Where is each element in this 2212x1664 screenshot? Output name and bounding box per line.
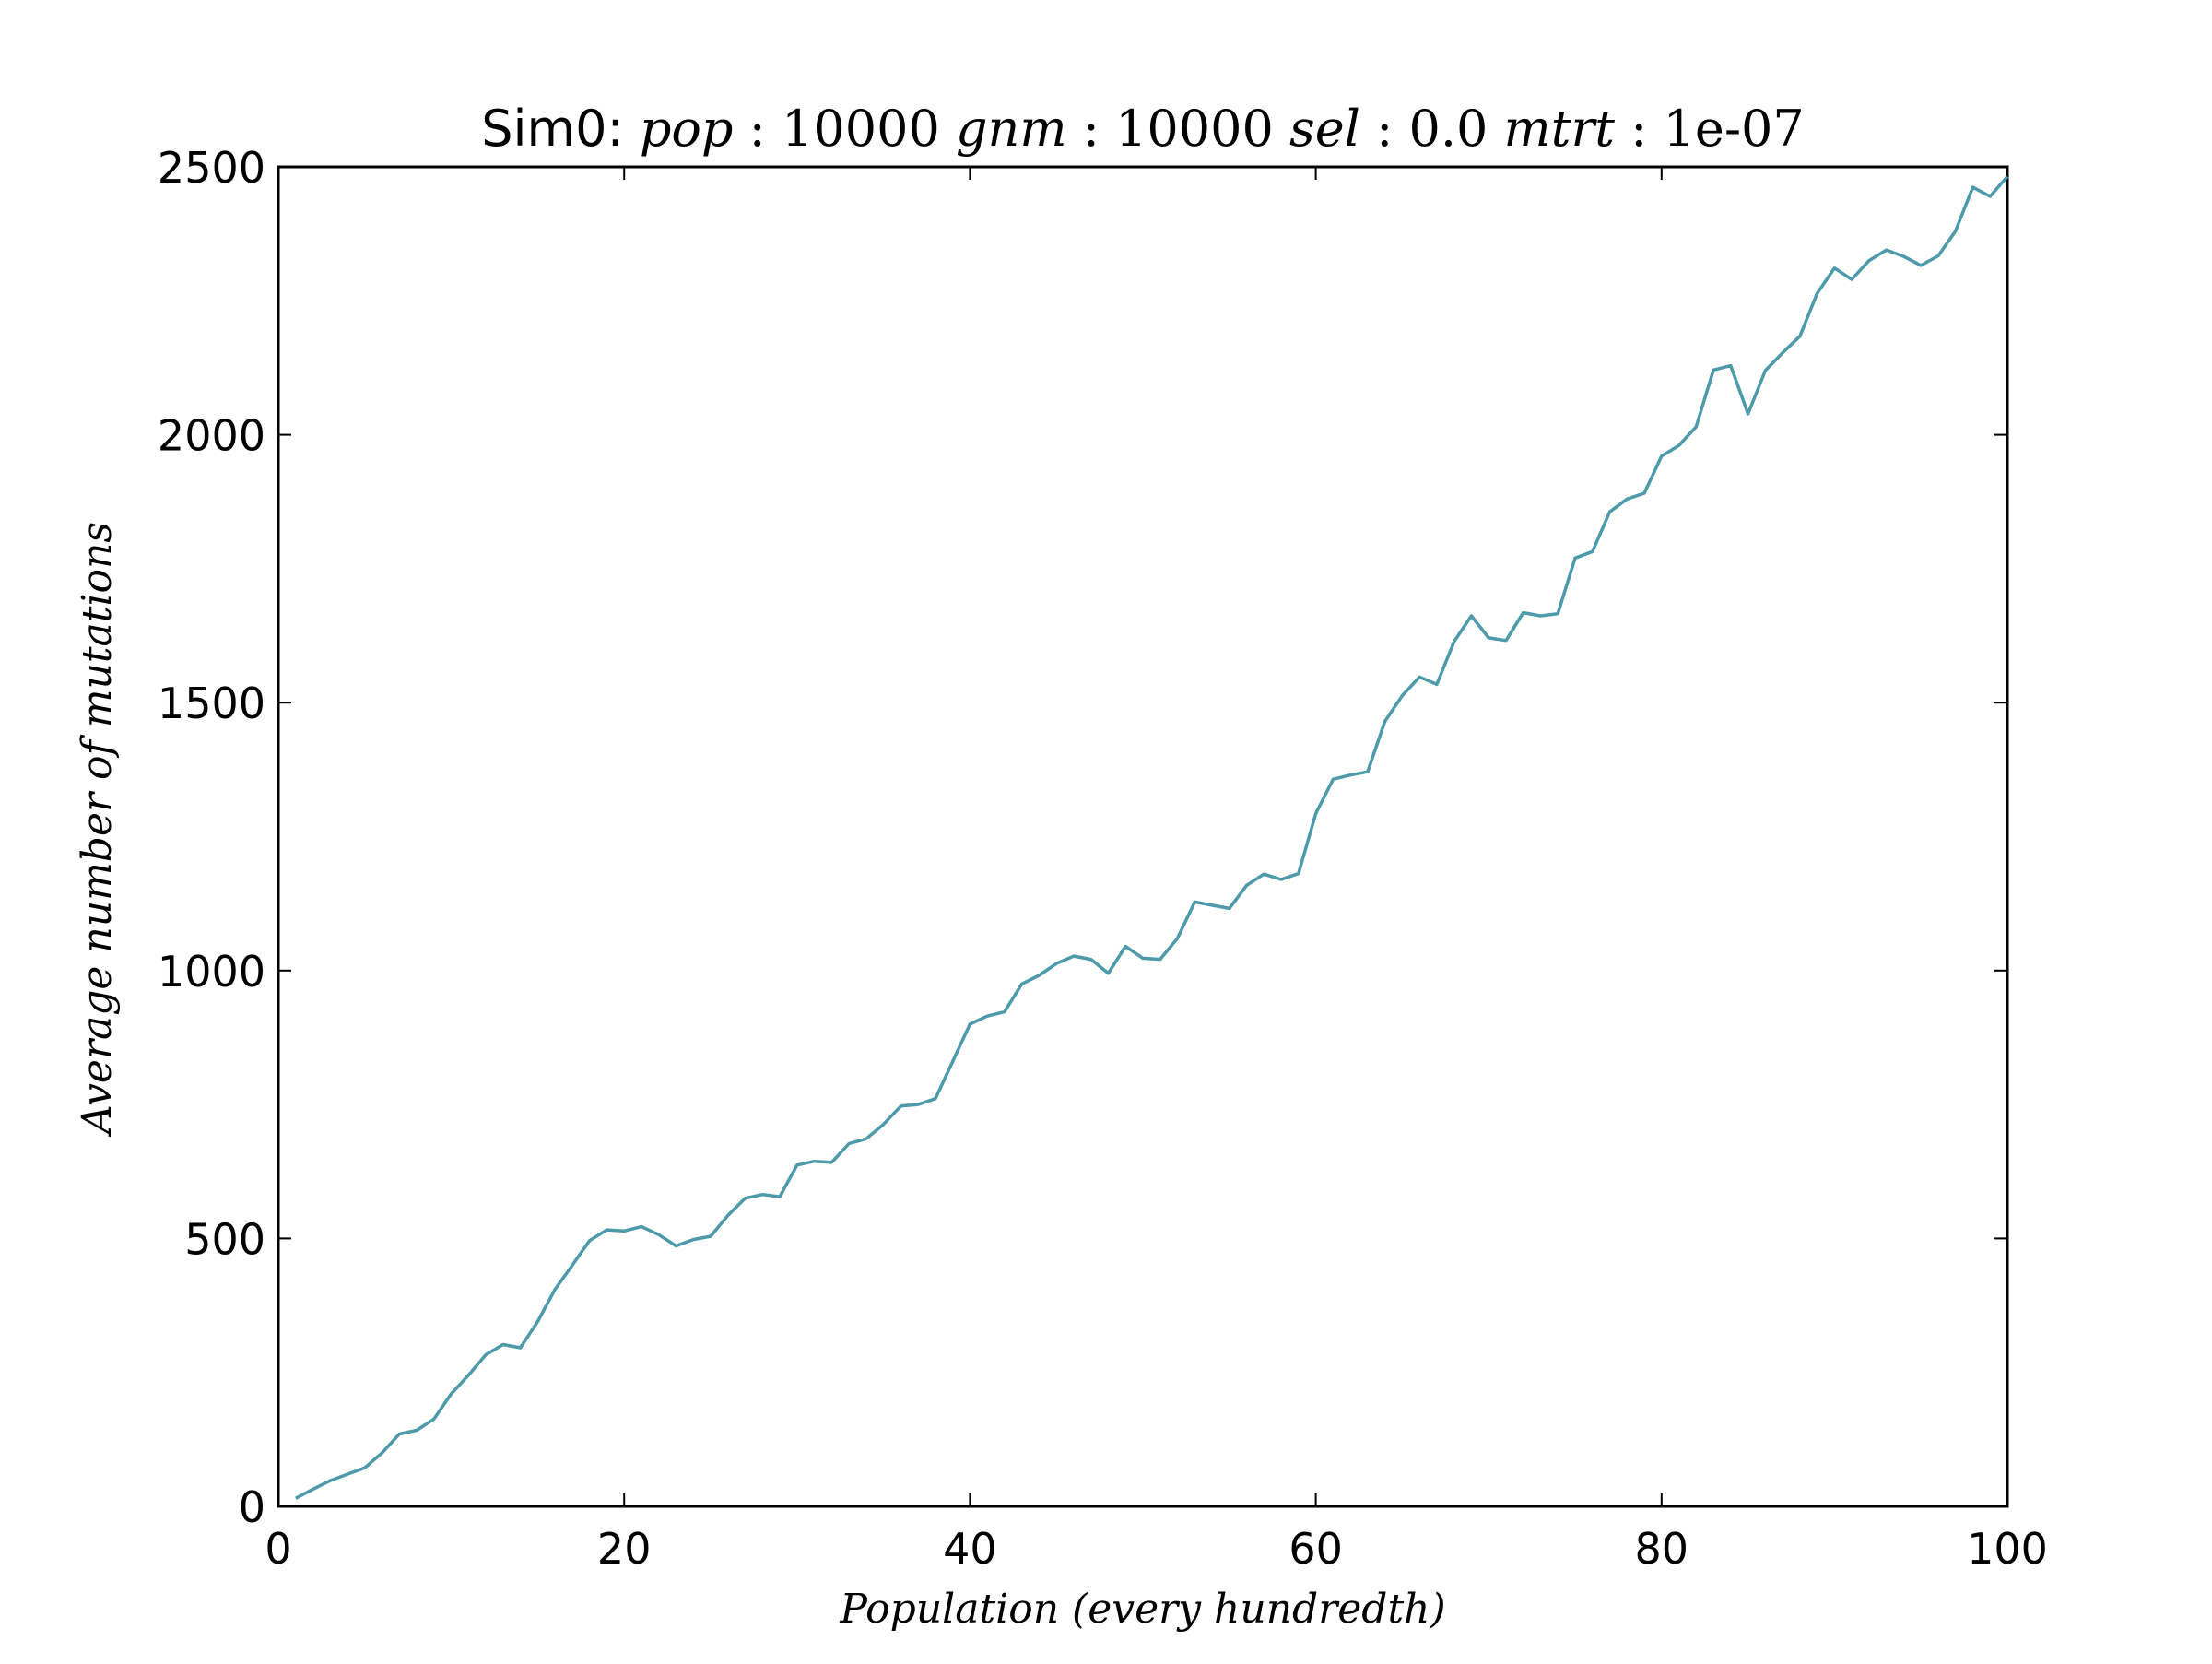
x-tick-label: 40: [943, 1524, 997, 1574]
y-tick-label: 1000: [158, 947, 265, 997]
chart-title-colon: :: [1360, 100, 1409, 158]
x-tick-label: 100: [1967, 1524, 2048, 1574]
x-tick-label: 0: [265, 1524, 291, 1574]
chart-title-colon: :: [1615, 100, 1664, 158]
x-axis: 0 20 40 60 80 100: [265, 167, 2048, 1574]
series-line: [294, 175, 2009, 1500]
chart-title-prefix: Sim0:: [481, 100, 640, 158]
x-tick-label: 80: [1635, 1524, 1689, 1574]
x-tick-label: 60: [1288, 1524, 1343, 1574]
chart-title-param-value: 0.0: [1409, 100, 1504, 158]
chart-title-param-value: 1e-07: [1664, 100, 1805, 158]
x-axis-label: Population (every hundredth): [839, 1586, 1445, 1633]
plot-area: [276, 165, 2009, 1508]
y-tick-label: 0: [239, 1482, 265, 1532]
chart-title-param-value: 10000: [1115, 100, 1289, 158]
x-tick-label: 20: [597, 1524, 652, 1574]
y-tick-label: 1500: [158, 679, 265, 728]
chart-title-param-name: sel: [1289, 100, 1360, 158]
chart-title-param-value: 10000: [782, 100, 956, 158]
chart-title: Sim0: pop : 10000 gnm : 10000 sel : 0.0 …: [481, 100, 1805, 158]
y-tick-label: 2500: [158, 143, 265, 193]
y-tick-label: 2000: [158, 411, 265, 461]
chart-title-colon: :: [733, 100, 782, 158]
chart-title-param-name: mtrt: [1504, 100, 1616, 158]
chart-title-param-name: gnm: [956, 100, 1067, 158]
series-layer: [294, 175, 2009, 1500]
chart-title-param-name: pop: [640, 100, 734, 158]
plot-frame: [276, 165, 2009, 1508]
y-axis-label: Average number of mutations: [74, 522, 121, 1138]
y-tick-label: 500: [184, 1214, 265, 1264]
y-axis: 0 500 1000 1500 2000 2500: [158, 143, 2007, 1532]
chart-title-colon: :: [1067, 100, 1116, 158]
